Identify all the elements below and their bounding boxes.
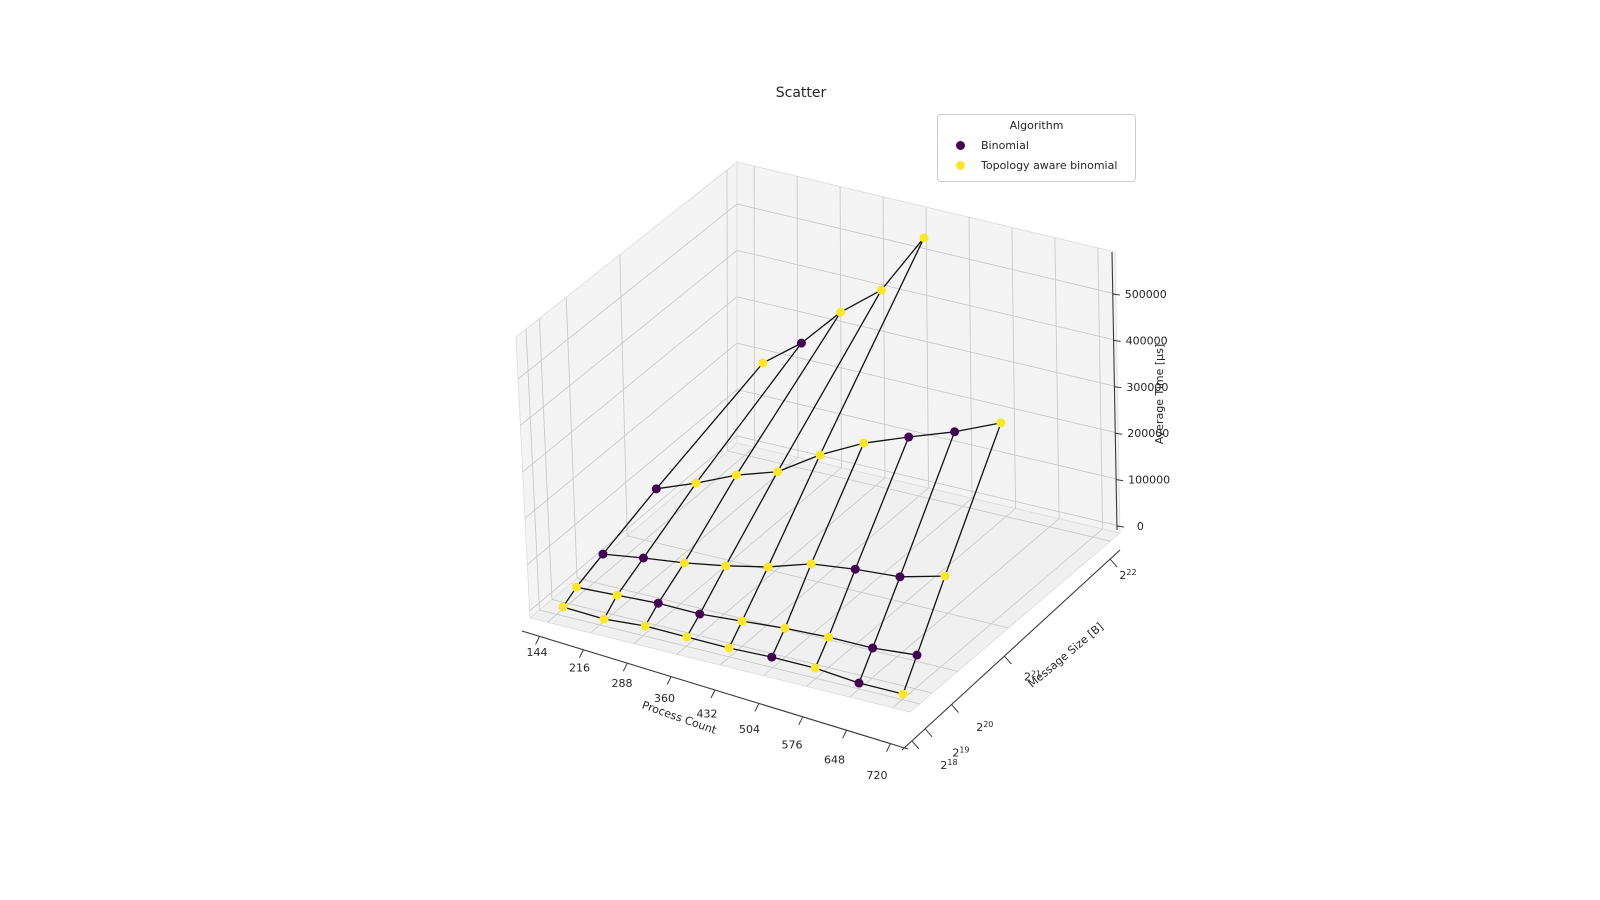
svg-text:222: 222	[1119, 568, 1136, 582]
data-point	[850, 564, 860, 574]
svg-text:288: 288	[612, 677, 633, 690]
data-point	[695, 609, 705, 619]
svg-text:720: 720	[867, 769, 888, 782]
legend-entry-label: Topology aware binomial	[981, 158, 1118, 172]
data-point	[691, 478, 701, 488]
data-point	[859, 438, 869, 448]
svg-text:360: 360	[654, 692, 675, 705]
svg-text:216: 216	[569, 661, 590, 674]
data-point	[651, 484, 661, 494]
data-point	[773, 467, 783, 477]
data-point	[724, 643, 734, 653]
legend-title: Algorithm	[1009, 119, 1064, 132]
data-point	[737, 616, 747, 626]
legend-entry-binomial: Binomial	[946, 135, 1127, 155]
data-point	[868, 643, 878, 653]
data-point	[836, 307, 846, 317]
wireframe-lines	[562, 237, 1002, 695]
data-point	[731, 470, 741, 480]
svg-text:400000: 400000	[1126, 334, 1168, 347]
svg-text:648: 648	[824, 754, 845, 767]
data-point	[996, 418, 1006, 428]
data-point	[640, 621, 650, 631]
data-point	[558, 602, 568, 612]
svg-text:576: 576	[782, 738, 803, 751]
data-point	[679, 558, 689, 568]
topology-aware-binomial-marker-icon	[956, 160, 965, 170]
svg-text:219: 219	[952, 745, 969, 759]
data-point	[919, 233, 929, 243]
data-point	[912, 650, 922, 660]
data-point	[758, 358, 768, 368]
svg-text:500000: 500000	[1125, 288, 1167, 301]
svg-text:200000: 200000	[1127, 427, 1169, 440]
data-point	[950, 427, 960, 437]
svg-text:504: 504	[739, 723, 760, 736]
data-point	[682, 632, 692, 642]
data-point	[780, 623, 790, 633]
data-point	[810, 663, 820, 673]
data-point	[904, 432, 914, 442]
data-point	[763, 562, 773, 572]
y-axis-label: Message Size [B]	[1026, 620, 1106, 690]
data-point	[571, 582, 581, 592]
legend: Algorithm Binomial Topology aware binomi…	[937, 114, 1136, 182]
legend-entry-label: Binomial	[981, 138, 1029, 152]
svg-text:432: 432	[697, 708, 718, 721]
svg-text:300000: 300000	[1126, 381, 1168, 394]
legend-entry-topology-aware-binomial: Topology aware binomial	[946, 155, 1127, 175]
plot-title: Scatter	[776, 85, 827, 101]
grid-lines	[517, 166, 1120, 709]
data-point	[854, 678, 864, 688]
data-point	[898, 689, 908, 699]
svg-text:220: 220	[976, 720, 993, 734]
svg-text:144: 144	[527, 646, 548, 659]
data-point	[638, 553, 648, 563]
z-axis-label: Average Time [µs]	[1153, 344, 1166, 444]
data-point	[598, 549, 608, 559]
scatter-points	[558, 233, 1006, 699]
data-point	[940, 571, 950, 581]
data-point	[599, 614, 609, 624]
data-point	[796, 338, 806, 348]
svg-text:221: 221	[1024, 669, 1041, 683]
binomial-marker-icon	[956, 140, 965, 150]
data-point	[653, 598, 663, 608]
data-point	[721, 561, 731, 571]
data-point	[806, 559, 816, 569]
data-point	[895, 572, 905, 582]
data-point	[815, 450, 825, 460]
svg-text:0: 0	[1137, 520, 1144, 533]
data-point	[824, 632, 834, 642]
data-point	[612, 590, 622, 600]
svg-text:100000: 100000	[1128, 474, 1170, 487]
data-point	[767, 652, 777, 662]
svg-text:218: 218	[940, 758, 957, 772]
data-point	[876, 285, 886, 295]
